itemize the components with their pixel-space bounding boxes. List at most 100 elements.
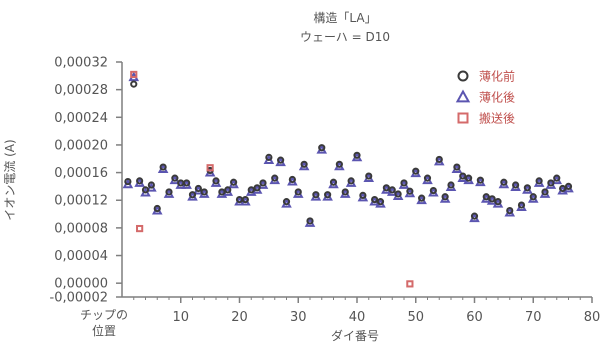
- data-point-circle: [512, 181, 520, 189]
- data-point-circle: [329, 178, 338, 186]
- data-point-circle: [153, 204, 161, 213]
- data-point-circle: [253, 184, 261, 192]
- y-tick-label: 0,00020: [54, 138, 108, 153]
- data-point-circle: [535, 177, 543, 185]
- data-point-square: [406, 280, 414, 288]
- data-point-circle: [412, 167, 420, 175]
- legend-marker-square: [457, 112, 469, 124]
- data-point-circle: [306, 217, 314, 225]
- data-point-circle: [259, 179, 267, 187]
- y-axis-label: イオン電流 (A): [3, 139, 17, 220]
- data-point-circle: [300, 160, 308, 168]
- data-point-circle: [470, 212, 479, 220]
- data-point-circle: [541, 188, 549, 196]
- data-point-circle: [523, 184, 531, 192]
- data-point-circle: [165, 188, 173, 196]
- marks-layer: [122, 70, 574, 288]
- data-point-circle: [429, 186, 437, 195]
- data-point-square: [206, 164, 214, 172]
- data-point-circle: [141, 186, 150, 194]
- data-point-circle: [247, 186, 255, 194]
- data-point-circle: [453, 163, 461, 171]
- legend-marker-circle: [457, 70, 469, 82]
- data-point-circle: [136, 177, 144, 185]
- data-point-circle: [341, 188, 349, 196]
- legend-label: 薄化後: [479, 90, 515, 105]
- data-point-circle: [288, 175, 296, 184]
- legend-label: 薄化前: [479, 69, 515, 84]
- data-point-circle: [353, 151, 361, 159]
- data-point-circle: [324, 191, 332, 199]
- x-tick-label: 50: [407, 310, 424, 325]
- data-point-circle: [347, 177, 355, 185]
- data-point-circle: [564, 182, 573, 191]
- y-tick-label: 0,00008: [54, 221, 108, 236]
- data-point-circle: [394, 190, 402, 198]
- data-point-circle: [359, 191, 367, 199]
- data-point-circle: [371, 195, 379, 204]
- y-tick-label: 0,00004: [54, 249, 108, 264]
- data-point-circle: [188, 191, 197, 199]
- data-point-circle: [482, 193, 490, 201]
- data-point-circle: [124, 177, 132, 186]
- data-point-circle: [488, 195, 496, 203]
- x-axis-label: ダイ番号: [331, 328, 379, 343]
- x-tick-label: 30: [290, 310, 307, 325]
- legend-marker-triangle: [455, 89, 471, 103]
- y-tick-label: 0,00028: [54, 83, 108, 98]
- data-point-circle: [465, 174, 473, 182]
- x-tick-label: 10: [172, 310, 189, 325]
- data-point-circle: [365, 172, 373, 180]
- data-point-circle: [418, 194, 426, 202]
- y-tick-label: 0,00012: [54, 194, 108, 209]
- x-first-tick-label: チップの: [80, 308, 128, 322]
- data-point-circle: [388, 186, 396, 194]
- data-point-circle: [159, 163, 167, 171]
- data-point-circle: [282, 198, 291, 206]
- chart-title: 構造「LA」: [313, 11, 376, 25]
- data-point-circle: [547, 179, 555, 187]
- data-point-circle: [459, 172, 467, 180]
- data-point-circle: [423, 174, 432, 182]
- data-point-circle: [130, 80, 138, 88]
- y-tick-label: 0,00024: [54, 111, 108, 126]
- chart-subtitle: ウェーハ = D10: [300, 30, 390, 44]
- data-point-circle: [224, 186, 232, 194]
- legend-label: 搬送後: [479, 111, 515, 126]
- data-point-circle: [241, 195, 249, 204]
- data-point-circle: [312, 191, 320, 199]
- data-point-circle: [271, 174, 279, 182]
- data-point-circle: [494, 198, 502, 206]
- data-point-circle: [376, 198, 385, 206]
- data-point-circle: [382, 184, 390, 192]
- y-tick-label: 0,00016: [54, 166, 108, 181]
- data-point-circle: [318, 144, 326, 152]
- x-tick-label: 70: [525, 310, 542, 325]
- data-point-circle: [441, 193, 449, 201]
- data-point-circle: [212, 177, 220, 185]
- x-tick-label: 80: [584, 310, 601, 325]
- data-point-circle: [529, 193, 537, 201]
- x-tick-label: 20: [231, 310, 248, 325]
- data-point-circle: [517, 201, 526, 209]
- data-point-circle: [553, 174, 561, 182]
- data-point-circle: [183, 179, 191, 187]
- data-point-circle: [406, 187, 414, 195]
- data-point-circle: [400, 179, 408, 187]
- data-point-circle: [559, 184, 567, 193]
- data-point-circle: [435, 155, 443, 164]
- x-tick-label: 60: [466, 310, 483, 325]
- data-point-circle: [265, 153, 273, 161]
- data-point-circle: [500, 178, 508, 186]
- data-point-circle: [147, 181, 155, 189]
- data-point-square: [130, 70, 138, 79]
- y-tick-label: 0,00032: [54, 56, 108, 71]
- data-point-circle: [218, 188, 226, 196]
- data-point-circle: [230, 178, 238, 186]
- data-point-circle: [277, 156, 285, 164]
- y-tick-label: 0,00000: [54, 277, 108, 292]
